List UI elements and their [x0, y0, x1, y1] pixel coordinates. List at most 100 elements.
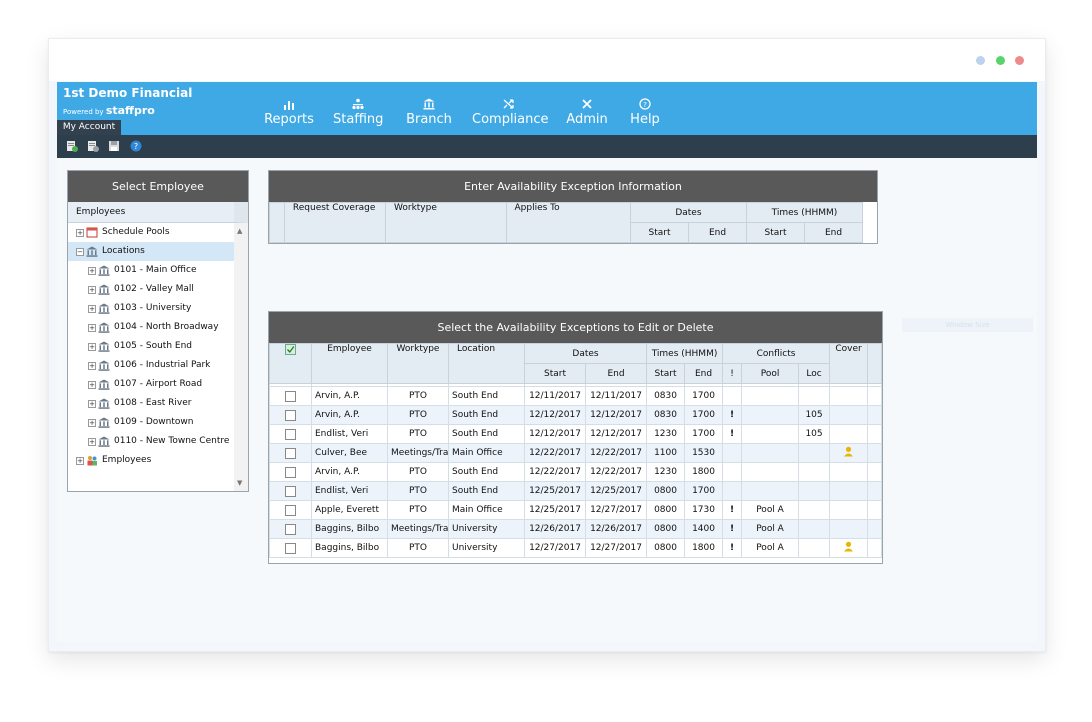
date-start-cell: 12/27/2017: [524, 538, 586, 558]
expand-icon[interactable]: +: [76, 229, 84, 237]
expand-icon[interactable]: +: [88, 343, 96, 351]
tree-item[interactable]: +0110 - New Towne Centre: [68, 432, 248, 451]
tree-item[interactable]: + Employees: [68, 451, 248, 470]
table-row[interactable]: Endlist, Veri PTO South End 12/25/2017 12/25…: [269, 481, 883, 501]
collapse-icon[interactable]: −: [76, 248, 84, 256]
pool-cell: [741, 481, 800, 501]
row-checkbox[interactable]: [285, 542, 296, 554]
table-row[interactable]: Arvin, A.P. PTO South End 12/22/2017 12/22/2…: [269, 462, 883, 482]
tree-item-label: 0106 - Industrial Park: [114, 360, 211, 370]
row-checkbox[interactable]: [285, 485, 296, 497]
powered-by: Powered by staffpro: [63, 104, 155, 117]
app-window: 1st Demo Financial Powered by staffpro M…: [48, 38, 1046, 652]
tree-item-label: 0107 - Airport Road: [114, 379, 203, 389]
table-row[interactable]: Arvin, A.P. PTO South End 12/12/2017 12/12/2…: [269, 405, 883, 425]
table-row[interactable]: Culver, Bee Meetings/Trai Main Office 12/22…: [269, 443, 883, 463]
table-row[interactable]: Baggins, Bilbo PTO University 12/27/2017 12/…: [269, 538, 883, 558]
toolbar: ?: [57, 135, 1037, 158]
staffing-icon: [333, 98, 383, 112]
expand-icon[interactable]: +: [88, 400, 96, 408]
scroll-down-icon[interactable]: ▼: [237, 479, 243, 487]
time-start-cell: 0800: [646, 500, 686, 520]
window-close-button[interactable]: [1015, 56, 1024, 65]
worktype-cell: PTO: [387, 538, 449, 558]
expand-icon[interactable]: +: [88, 419, 96, 427]
nav-admin[interactable]: Admin: [562, 98, 612, 127]
nav-branch[interactable]: Branch: [404, 98, 454, 127]
tree-item[interactable]: + Schedule Pools: [68, 223, 248, 242]
tree-item-label: 0108 - East River: [114, 398, 192, 408]
loc-cell: [798, 481, 831, 501]
table-row[interactable]: Apple, Everett PTO Main Office 12/25/2017 12…: [269, 500, 883, 520]
tree-item-label: 0104 - North Broadway: [114, 322, 219, 332]
expand-icon[interactable]: +: [88, 267, 96, 275]
tree-item[interactable]: +0108 - East River: [68, 394, 248, 413]
table-row[interactable]: Baggins, Bilbo Meetings/Trai University 12/…: [269, 519, 883, 539]
employee-tree: Employees + Schedule Pools − Locations +0101…: [68, 202, 248, 470]
window-minimize-button[interactable]: [976, 56, 985, 65]
tree-item[interactable]: − Locations: [68, 242, 248, 261]
date-end-cell: 12/12/2017: [584, 424, 648, 444]
row-checkbox[interactable]: [285, 428, 296, 440]
add-exception-icon[interactable]: [66, 140, 78, 152]
my-account-tab[interactable]: My Account: [57, 120, 121, 135]
tree-item[interactable]: +0104 - North Broadway: [68, 318, 248, 337]
scroll-up-icon[interactable]: ▲: [237, 227, 243, 235]
company-name: 1st Demo Financial: [63, 86, 193, 100]
row-checkbox[interactable]: [285, 409, 296, 421]
employee-header: Employee: [311, 343, 388, 384]
tree-item[interactable]: +0101 - Main Office: [68, 261, 248, 280]
tree-item[interactable]: +0107 - Airport Road: [68, 375, 248, 394]
expand-icon[interactable]: +: [88, 381, 96, 389]
exception-list-panel: Select the Availability Exceptions to Ed…: [268, 311, 883, 564]
tree-scrollbar[interactable]: ▲ ▼: [234, 223, 248, 491]
time-start-header: Start: [646, 363, 686, 384]
table-row[interactable]: Endlist, Veri PTO South End 12/12/2017 12/12…: [269, 424, 883, 444]
conflict-alert-cell: [722, 386, 743, 406]
tree-item[interactable]: +0106 - Industrial Park: [68, 356, 248, 375]
reports-icon: [264, 98, 314, 112]
row-checkbox[interactable]: [285, 504, 296, 516]
cover-person-icon[interactable]: [843, 541, 854, 552]
select-all-checkbox[interactable]: [285, 344, 296, 355]
time-end-header: End: [684, 363, 724, 384]
row-checkbox[interactable]: [285, 466, 296, 478]
expand-icon[interactable]: +: [76, 457, 84, 465]
tree-item-label: 0103 - University: [114, 303, 192, 313]
location-cell: South End: [448, 481, 525, 501]
employee-cell: Culver, Bee: [311, 443, 388, 463]
expand-icon[interactable]: +: [88, 324, 96, 332]
scroll-spacer-cell: [867, 424, 883, 444]
tree-item-label: 0109 - Downtown: [114, 417, 194, 427]
expand-icon[interactable]: +: [88, 362, 96, 370]
row-checkbox[interactable]: [285, 390, 296, 402]
date-end-cell: 12/25/2017: [584, 481, 648, 501]
expand-icon[interactable]: +: [88, 438, 96, 446]
tree-item[interactable]: +0102 - Valley Mall: [68, 280, 248, 299]
row-select-cell: [269, 443, 312, 463]
tree-item-label: 0101 - Main Office: [114, 265, 197, 275]
tree-item[interactable]: +0105 - South End: [68, 337, 248, 356]
delete-exception-icon[interactable]: [87, 140, 99, 152]
worktype-cell: PTO: [387, 386, 449, 406]
row-checkbox[interactable]: [285, 523, 296, 535]
window-maximize-button[interactable]: [996, 56, 1005, 65]
nav-help[interactable]: ? Help: [625, 98, 665, 127]
exception-entry-panel: Enter Availability Exception Information…: [268, 170, 878, 244]
row-select-cell: [269, 462, 312, 482]
nav-reports[interactable]: Reports: [264, 98, 314, 127]
conflict-alert-cell: !: [722, 424, 743, 444]
expand-icon[interactable]: +: [88, 305, 96, 313]
save-icon[interactable]: [108, 140, 120, 152]
nav-compliance[interactable]: Compliance: [472, 98, 549, 127]
table-row[interactable]: Arvin, A.P. PTO South End 12/11/2017 12/11/2…: [269, 386, 883, 406]
row-select-cell: [269, 405, 312, 425]
cover-person-icon[interactable]: [843, 446, 854, 457]
expand-icon[interactable]: +: [88, 286, 96, 294]
nav-staffing[interactable]: Staffing: [333, 98, 383, 127]
scroll-spacer-cell: [867, 443, 883, 463]
tree-item[interactable]: +0103 - University: [68, 299, 248, 318]
help-circle-icon[interactable]: ?: [130, 140, 142, 152]
row-checkbox[interactable]: [285, 447, 296, 459]
tree-item[interactable]: +0109 - Downtown: [68, 413, 248, 432]
